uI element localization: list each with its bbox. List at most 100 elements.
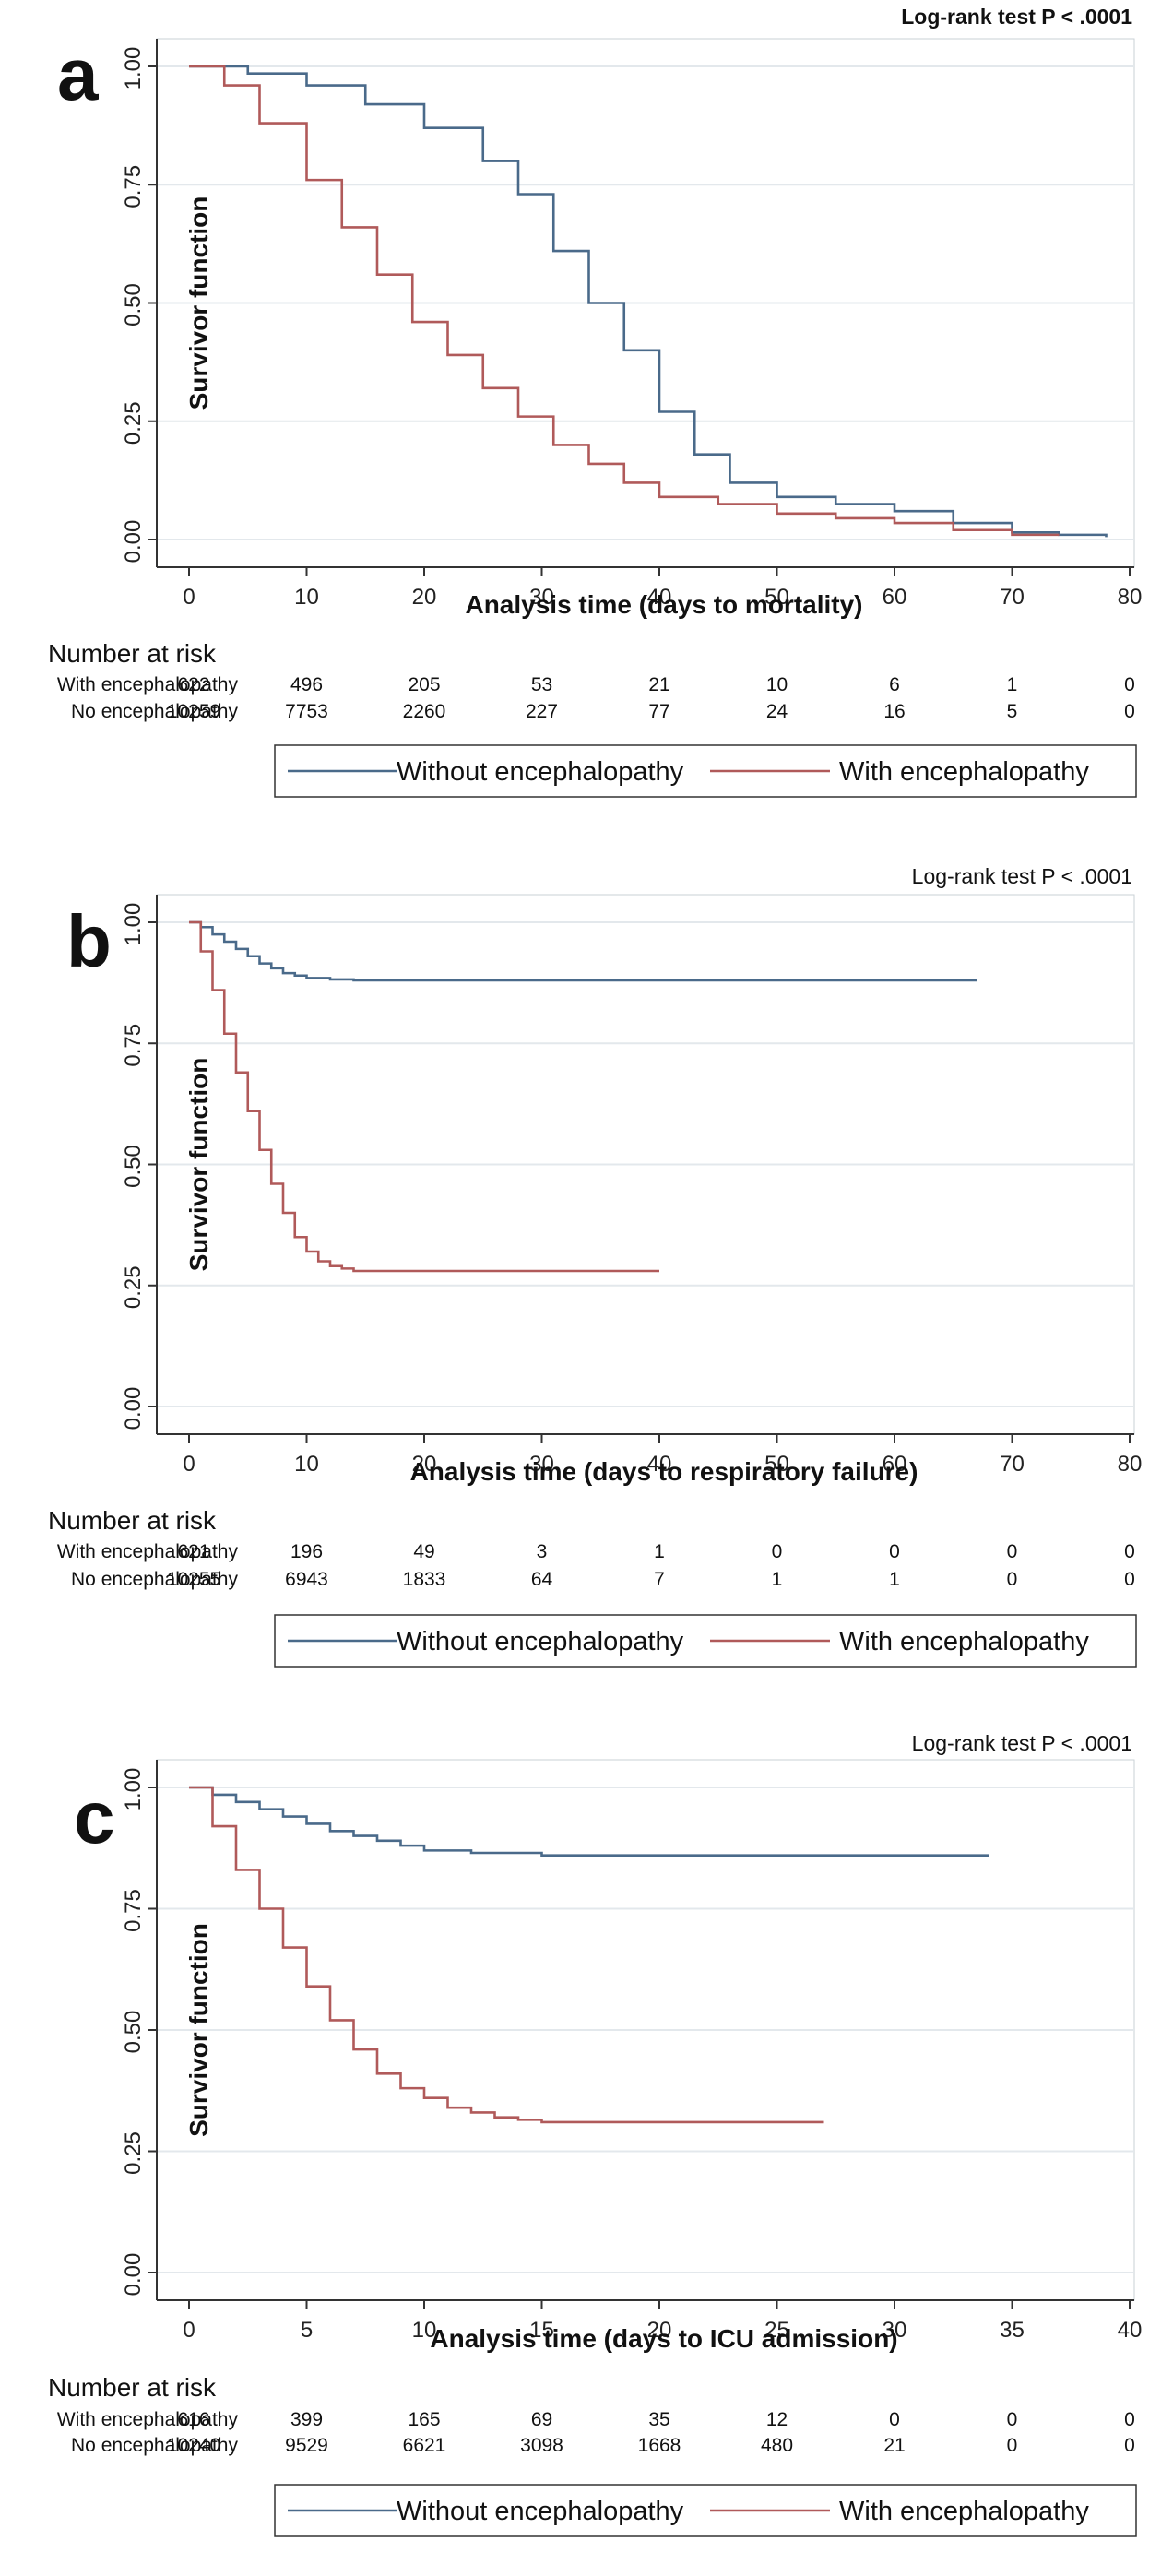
risk-table-header: Number at risk	[48, 2373, 217, 2402]
legend-label-without: Without encephalopathy	[397, 1627, 684, 1656]
risk-value: 0	[1124, 2409, 1135, 2430]
risk-row-label: With encephalopathy	[57, 674, 239, 695]
risk-value: 64	[531, 1569, 553, 1590]
risk-value: 16	[883, 701, 905, 722]
legend-box	[274, 744, 1137, 798]
risk-row-label: With encephalopathy	[57, 1541, 239, 1562]
risk-value: 6621	[403, 2435, 446, 2456]
legend-label-without: Without encephalopathy	[397, 757, 684, 787]
x-tick-label: 10	[294, 585, 319, 610]
x-tick-label: 70	[1000, 585, 1025, 610]
risk-value: 9529	[285, 2435, 328, 2456]
risk-value: 0	[1124, 1541, 1135, 1562]
x-axis-title: Analysis time (days to ICU admission)	[430, 2324, 897, 2353]
risk-value: 0	[1007, 2409, 1018, 2430]
risk-table-header: Number at risk	[48, 1506, 217, 1535]
y-tick-label: 0.25	[121, 1265, 146, 1309]
y-tick-label: 0.75	[121, 1024, 146, 1067]
risk-value: 1833	[403, 1569, 446, 1590]
risk-value: 0	[1124, 674, 1135, 695]
km-chart-c: c Log-rank test P < .0001 0.00 0.25 0.50 0.7…	[48, 1731, 1143, 2537]
legend-label-with: With encephalopathy	[839, 1627, 1089, 1656]
series-line-without	[189, 920, 977, 982]
risk-value: 1668	[638, 2435, 681, 2456]
y-tick-label: 0.25	[121, 2131, 146, 2175]
x-tick-label: 5	[301, 2318, 313, 2343]
risk-value: 69	[531, 2409, 552, 2430]
risk-value: 1	[654, 1541, 665, 1562]
y-tick-label: 0.25	[121, 401, 146, 445]
x-tick-label: 20	[412, 585, 437, 610]
risk-table-header: Number at risk	[48, 639, 217, 668]
y-tick-label: 1.00	[121, 47, 146, 90]
risk-value: 10259	[167, 701, 220, 722]
risk-value: 3	[537, 1541, 548, 1562]
risk-value: 480	[761, 2435, 793, 2456]
x-tick-label: 40	[1118, 2318, 1143, 2343]
x-axis-title: Analysis time (days to mortality)	[465, 590, 862, 619]
log-rank-label: Log-rank test P < .0001	[901, 5, 1132, 29]
x-tick-label: 50	[764, 585, 789, 610]
x-tick-label: 35	[1000, 2318, 1025, 2343]
x-tick-label: 80	[1118, 585, 1143, 610]
risk-value: 622	[177, 674, 209, 695]
risk-value: 0	[772, 1541, 783, 1562]
risk-value: 49	[413, 1541, 434, 1562]
risk-value: 496	[290, 674, 323, 695]
legend-label-without: Without encephalopathy	[397, 2497, 684, 2526]
risk-value: 196	[290, 1541, 323, 1562]
risk-value: 35	[648, 2409, 669, 2430]
risk-value: 616	[177, 2409, 209, 2430]
y-axis-title: Survivor function	[184, 1923, 213, 2137]
panel-c: c Log-rank test P < .0001 0.00 0.25 0.50 0.7…	[0, 1725, 1161, 2576]
x-tick-label: 30	[529, 585, 554, 610]
risk-value: 24	[766, 701, 788, 722]
risk-value: 0	[1007, 1569, 1018, 1590]
panel-letter-b: b	[66, 900, 112, 982]
risk-value: 1	[1007, 674, 1018, 695]
risk-value: 165	[408, 2409, 440, 2430]
y-tick-label: 0.00	[121, 1387, 146, 1430]
x-tick-label: 50	[764, 1452, 789, 1477]
risk-value: 2260	[403, 701, 446, 722]
risk-value: 6943	[285, 1569, 328, 1590]
legend-box	[274, 2484, 1137, 2537]
panel-a: a Log-rank test P < .0001 0.00 0.25 0.50 0.7…	[0, 0, 1161, 830]
risk-value: 21	[883, 2435, 905, 2456]
x-tick-label: 25	[764, 2318, 789, 2343]
y-tick-label: 0.00	[121, 520, 146, 564]
series-line-without	[189, 65, 1108, 538]
risk-value: 0	[1124, 1569, 1135, 1590]
panel-b: b Log-rank test P < .0001 0.00 0.25 0.50 0.7…	[0, 858, 1161, 1697]
y-tick-label: 0.75	[121, 165, 146, 208]
x-tick-label: 70	[1000, 1452, 1025, 1477]
risk-value: 5	[1007, 701, 1018, 722]
x-tick-label: 40	[647, 1452, 672, 1477]
risk-value: 1	[889, 1569, 900, 1590]
y-tick-label: 0.50	[121, 2011, 146, 2054]
x-tick-label: 40	[647, 585, 672, 610]
x-axis-title: Analysis time (days to respiratory failu…	[410, 1457, 918, 1486]
risk-row-label: No encephalopathy	[71, 2435, 238, 2456]
x-tick-label: 10	[412, 2318, 437, 2343]
risk-value: 53	[531, 674, 552, 695]
x-tick-label: 0	[183, 1452, 195, 1477]
y-axis-title: Survivor function	[184, 1058, 213, 1272]
x-tick-label: 0	[183, 2318, 195, 2343]
panel-letter-a: a	[57, 33, 99, 115]
x-tick-label: 10	[294, 1452, 319, 1477]
legend-box	[274, 1614, 1137, 1668]
x-tick-label: 15	[529, 2318, 554, 2343]
series-line-with	[189, 65, 1060, 537]
risk-value: 0	[1124, 2435, 1135, 2456]
y-tick-label: 1.00	[121, 903, 146, 946]
series-line-with	[189, 920, 659, 1273]
risk-value: 7753	[285, 701, 328, 722]
legend-label-with: With encephalopathy	[839, 2497, 1089, 2526]
risk-value: 1	[772, 1569, 783, 1590]
risk-value: 0	[1007, 2435, 1018, 2456]
risk-value: 10240	[167, 2435, 220, 2456]
risk-value: 399	[290, 2409, 323, 2430]
x-tick-label: 30	[883, 2318, 907, 2343]
risk-value: 21	[648, 674, 669, 695]
